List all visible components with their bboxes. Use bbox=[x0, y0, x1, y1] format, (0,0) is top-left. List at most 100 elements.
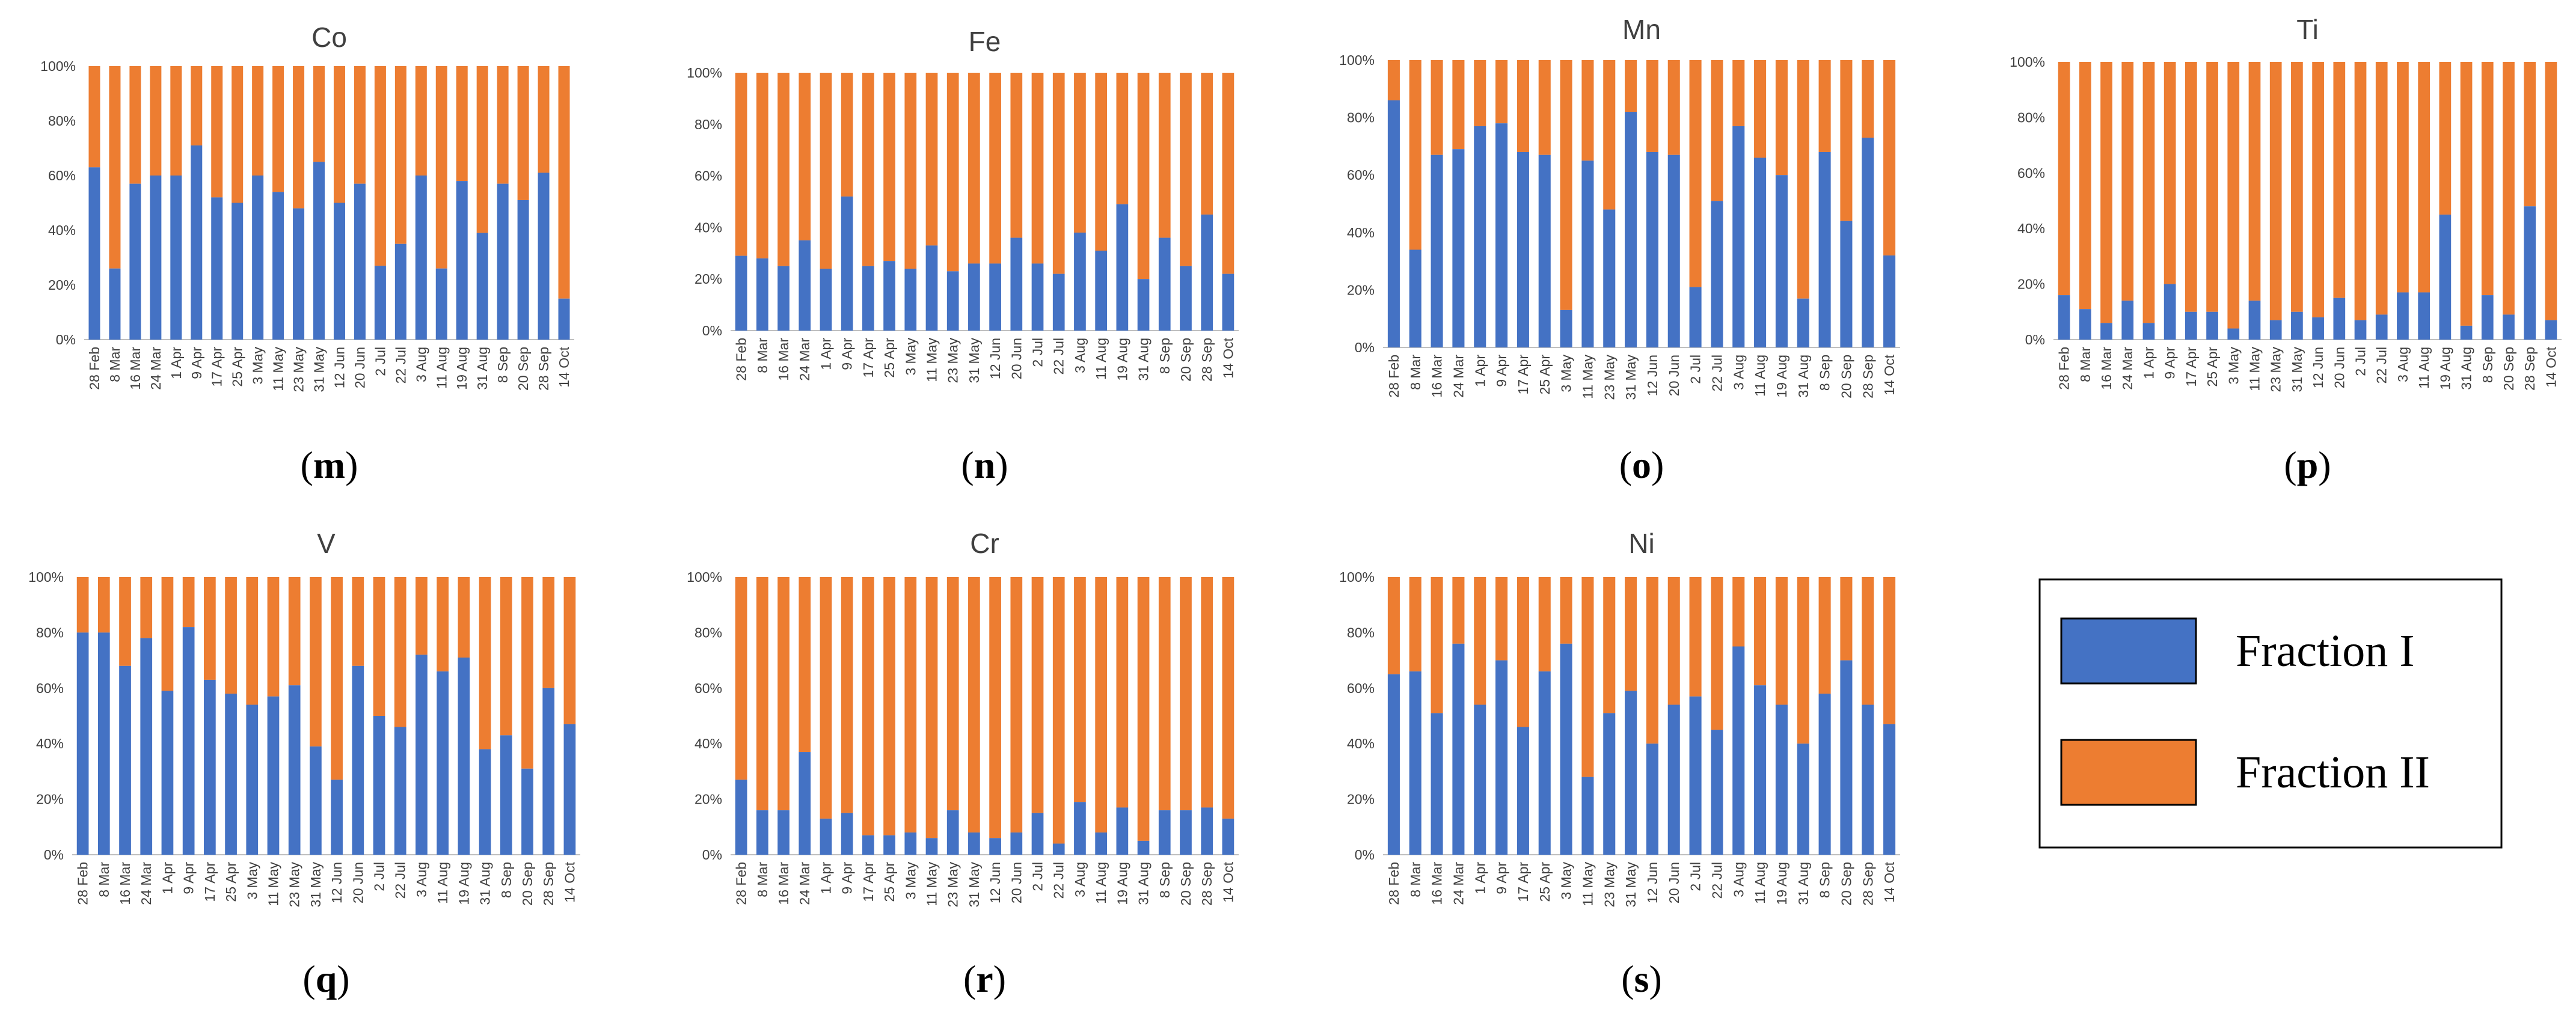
x-tick-label: 22 Jul bbox=[1051, 862, 1067, 899]
bar-fraction-i bbox=[1840, 660, 1853, 855]
bar-fraction-i bbox=[97, 632, 110, 855]
y-tick-label: 20% bbox=[36, 792, 64, 807]
y-tick-label: 40% bbox=[36, 736, 64, 751]
bar-fraction-ii bbox=[1516, 60, 1529, 152]
bar-fraction-i bbox=[497, 183, 509, 340]
bar-fraction-ii bbox=[1495, 60, 1508, 124]
bar-fraction-i bbox=[1775, 704, 1788, 855]
bar-fraction-i bbox=[232, 203, 244, 340]
bar-fraction-i bbox=[225, 694, 237, 855]
x-tick-label: 14 Oct bbox=[2543, 346, 2559, 387]
bar-fraction-i bbox=[756, 810, 768, 855]
bar-fraction-ii bbox=[2524, 62, 2536, 207]
bar-fraction-ii bbox=[2164, 62, 2176, 284]
x-tick-label: 28 Sep bbox=[1199, 862, 1215, 906]
bar-fraction-ii bbox=[862, 73, 874, 266]
bar-fraction-ii bbox=[310, 577, 322, 747]
bar-fraction-ii bbox=[1452, 577, 1465, 644]
bar-fraction-ii bbox=[1754, 60, 1767, 158]
bar-fraction-ii bbox=[109, 66, 121, 269]
y-tick-label: 0% bbox=[2025, 332, 2045, 347]
x-tick-label: 31 Aug bbox=[1796, 355, 1811, 398]
bar-fraction-ii bbox=[2058, 62, 2070, 296]
x-tick-label: 24 Mar bbox=[1450, 862, 1466, 905]
bar-fraction-ii bbox=[1431, 577, 1443, 713]
bar-fraction-i bbox=[2545, 320, 2557, 340]
bar-fraction-i bbox=[2439, 215, 2452, 340]
bar-fraction-ii bbox=[1775, 60, 1788, 176]
bar-fraction-ii bbox=[799, 577, 811, 753]
x-tick-label: 28 Feb bbox=[734, 338, 749, 381]
bar-fraction-i bbox=[1625, 691, 1637, 855]
x-tick-label: 16 Mar bbox=[1429, 862, 1445, 905]
x-tick-label: 11 Aug bbox=[1093, 862, 1109, 904]
bar-fraction-ii bbox=[170, 66, 182, 176]
chart-co: Co 0% 20% 40% 60% 80% 100% 28 Feb 8 Mar 16 Mar 24 … bbox=[40, 22, 574, 486]
x-tick-label: 8 Sep bbox=[2480, 347, 2495, 383]
bar-fraction-i bbox=[1625, 112, 1637, 348]
x-tick-label: 14 Oct bbox=[1881, 861, 1897, 902]
bar-fraction-i bbox=[756, 258, 768, 331]
y-tick-label: 80% bbox=[2017, 109, 2045, 125]
x-tick-label: 31 May bbox=[2289, 347, 2305, 392]
y-tick-label: 20% bbox=[695, 271, 722, 287]
x-tick-label: 28 Feb bbox=[87, 347, 102, 390]
bar-fraction-ii bbox=[1818, 577, 1831, 694]
panel-letter: m bbox=[313, 444, 345, 486]
bar-fraction-i bbox=[170, 176, 182, 340]
x-tick-label: 31 May bbox=[966, 338, 982, 383]
bar-fraction-i bbox=[1116, 204, 1129, 331]
bar-fraction-ii bbox=[2142, 62, 2155, 323]
bar-fraction-i bbox=[2248, 301, 2261, 340]
bar-fraction-i bbox=[1095, 251, 1108, 331]
bar-fraction-ii bbox=[2354, 62, 2367, 320]
bar-fraction-ii bbox=[394, 577, 406, 727]
bar-fraction-ii bbox=[1625, 60, 1637, 112]
bar-fraction-ii bbox=[497, 66, 509, 184]
bar-fraction-i bbox=[1409, 671, 1421, 855]
bar-fraction-ii bbox=[820, 577, 832, 819]
bar-fraction-i bbox=[1840, 221, 1853, 347]
bar-fraction-i bbox=[76, 632, 89, 855]
panel-label: (o) bbox=[1619, 444, 1664, 486]
bar-fraction-ii bbox=[1862, 60, 1874, 138]
bar-fraction-i bbox=[1116, 807, 1129, 855]
chart-fe: Fe 0% 20% 40% 60% 80% 100% 28 Feb 8 Mar 16 Mar 24 … bbox=[687, 26, 1239, 486]
x-tick-label: 23 May bbox=[945, 862, 961, 908]
x-tick-label: 20 Jun bbox=[2331, 347, 2347, 388]
bar-fraction-i bbox=[354, 183, 366, 340]
bar-fraction-ii bbox=[2333, 62, 2346, 298]
bar-fraction-ii bbox=[225, 577, 237, 694]
bar-fraction-i bbox=[1862, 138, 1874, 347]
bar-fraction-ii bbox=[925, 73, 938, 246]
bar-fraction-i bbox=[946, 810, 959, 855]
x-tick-label: 22 Jul bbox=[393, 862, 408, 899]
bar-fraction-i bbox=[88, 167, 100, 340]
bar-fraction-ii bbox=[1732, 577, 1745, 647]
x-tick-label: 3 May bbox=[244, 862, 260, 900]
bar-fraction-i bbox=[2227, 328, 2240, 340]
bar-fraction-ii bbox=[2418, 62, 2430, 293]
x-tick-label: 17 Apr bbox=[860, 862, 876, 902]
bar-fraction-ii bbox=[1538, 60, 1551, 155]
bar-fraction-ii bbox=[1667, 577, 1680, 705]
bar-fraction-i bbox=[2397, 292, 2409, 340]
x-tick-label: 16 Mar bbox=[1429, 355, 1445, 398]
bar-fraction-ii bbox=[479, 577, 491, 750]
bar-fraction-i bbox=[1495, 660, 1508, 855]
bar-fraction-i bbox=[293, 208, 305, 340]
y-tick-label: 100% bbox=[687, 569, 722, 585]
y-tick-label: 40% bbox=[1347, 736, 1375, 751]
bar-fraction-i bbox=[394, 727, 406, 855]
chart-ni: Ni 0% 20% 40% 60% 80% 100% 28 Feb 8 Mar 16 Mar 24 … bbox=[1339, 528, 1900, 1000]
bar-fraction-ii bbox=[2121, 62, 2134, 301]
y-tick-label: 20% bbox=[695, 792, 722, 807]
bar-fraction-ii bbox=[416, 577, 428, 655]
x-tick-label: 25 Apr bbox=[223, 862, 239, 902]
x-tick-label: 11 May bbox=[924, 338, 939, 382]
y-tick-label: 80% bbox=[695, 625, 722, 640]
x-tick-label: 16 Mar bbox=[776, 862, 791, 905]
y-tick-label: 100% bbox=[1339, 569, 1375, 585]
panel-letter: q bbox=[316, 957, 337, 1000]
x-tick-label: 24 Mar bbox=[148, 347, 164, 390]
